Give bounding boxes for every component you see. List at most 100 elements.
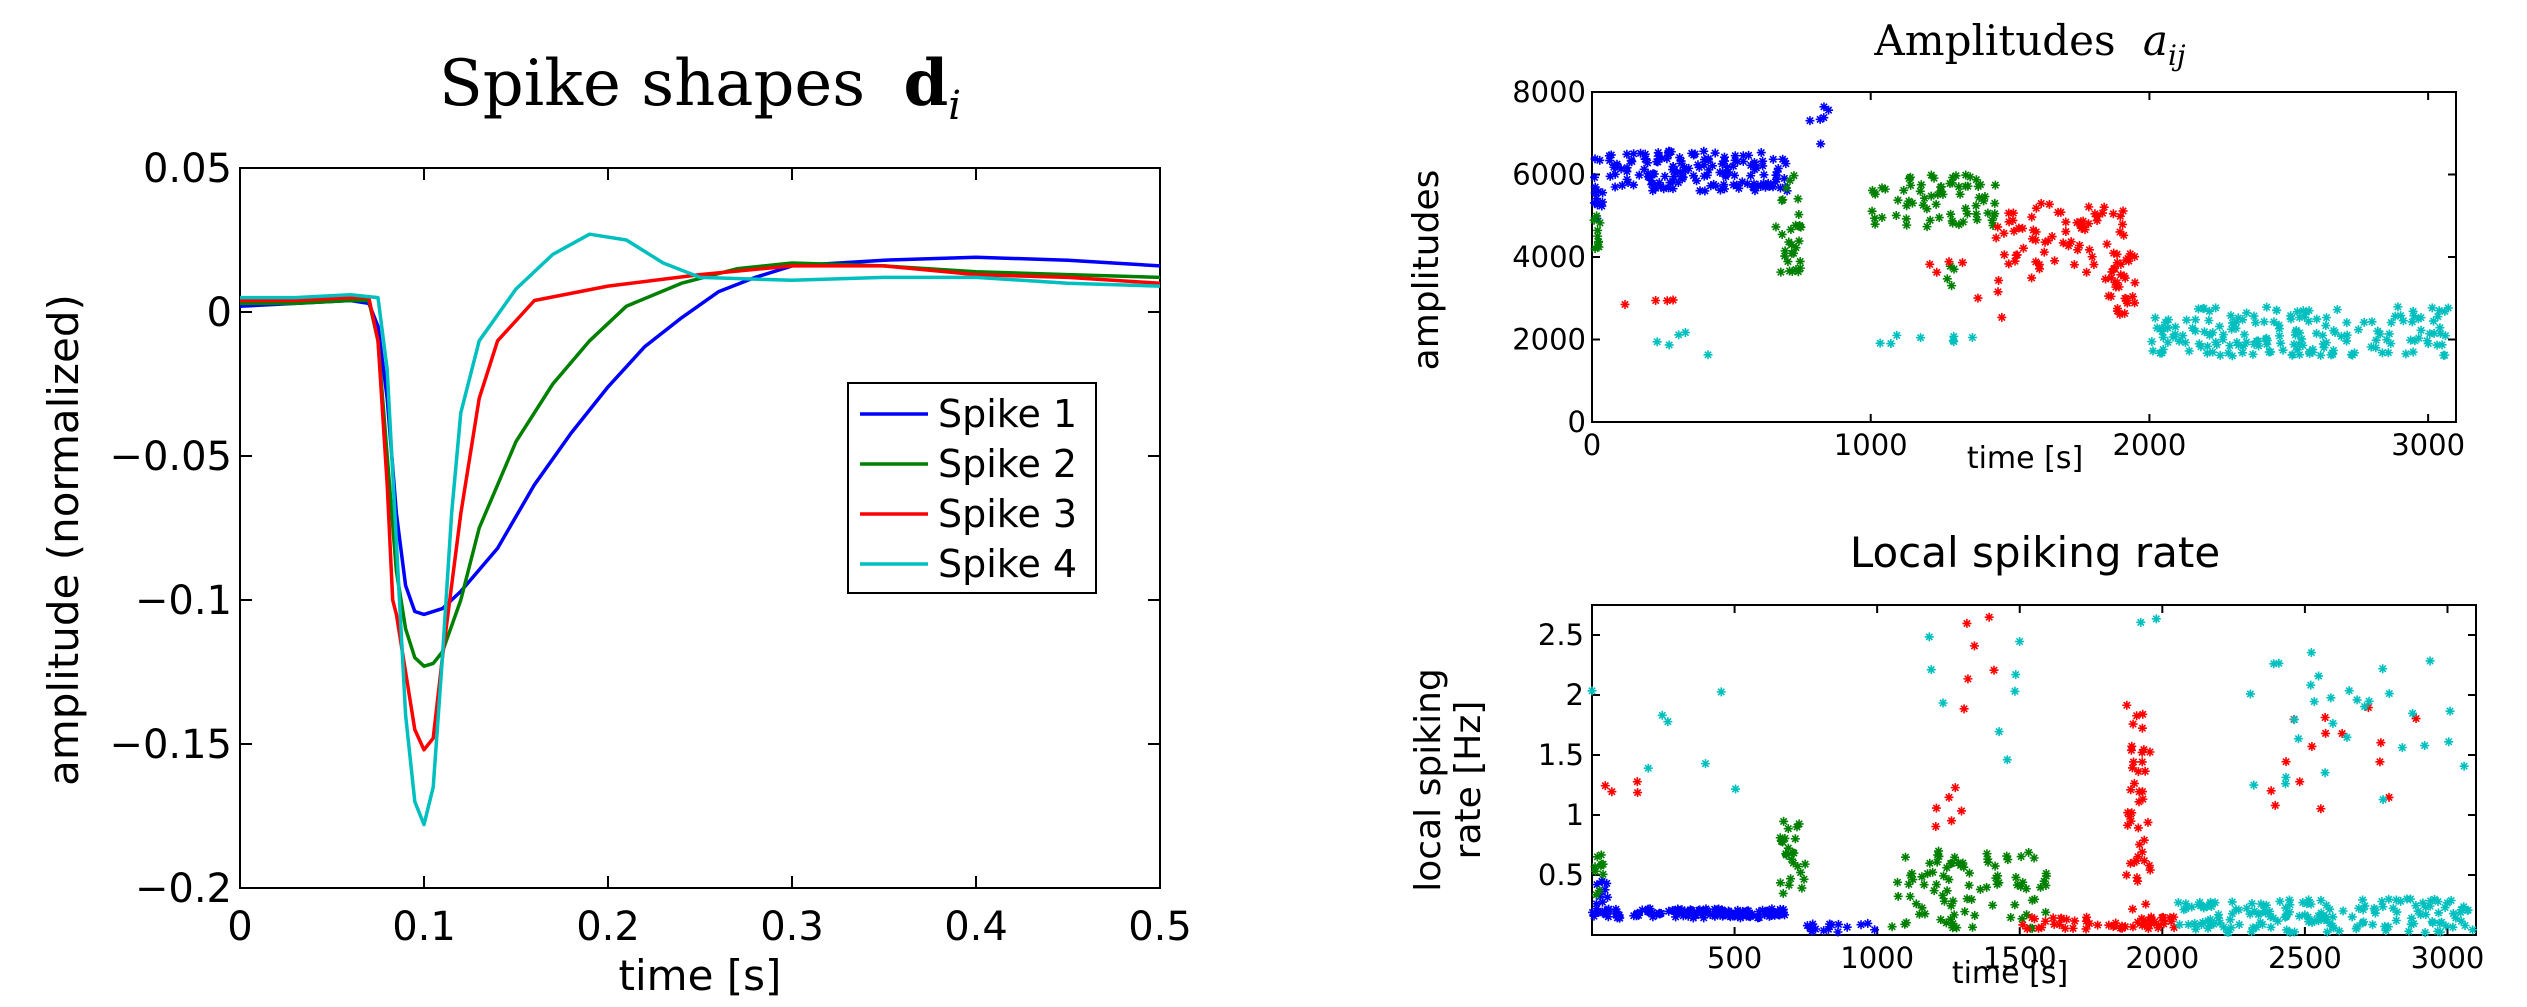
chart2-point <box>2218 335 2228 345</box>
chart2-point <box>2170 322 2180 332</box>
chart3-y-tick-label: 1.5 <box>1538 738 1584 772</box>
chart3-point <box>2284 895 2294 905</box>
chart2-point <box>2342 330 2352 340</box>
chart2-point <box>1592 211 1602 221</box>
chart3-point <box>1603 905 1613 915</box>
chart2-point <box>2163 323 2173 333</box>
chart3-point <box>2190 918 2200 928</box>
chart3-point <box>2138 709 2148 719</box>
chart1-y-tick-label: −0.1 <box>135 578 232 624</box>
chart1-y-tick-label: −0.2 <box>135 866 232 912</box>
chart3-point <box>2136 617 2146 627</box>
chart3-point <box>2137 757 2147 767</box>
chart3-point <box>2306 680 2316 690</box>
chart3-title: Local spiking rate <box>1850 528 2220 577</box>
chart2-plot-area: 0 1000 2000 3000 0 2000 4000 6000 8000 <box>1512 75 2465 462</box>
chart2-point <box>1880 184 1890 194</box>
chart3-point <box>2209 919 2219 929</box>
chart3-point <box>2408 708 2418 718</box>
chart3-point <box>1715 910 1725 920</box>
chart2-point <box>1773 163 1783 173</box>
chart3-point <box>1633 788 1643 798</box>
chart3-point <box>2146 919 2156 929</box>
chart3-point <box>1993 871 2003 881</box>
chart3-point <box>2117 921 2127 931</box>
chart2-point <box>2225 341 2235 351</box>
chart2-point <box>2208 347 2218 357</box>
chart3-point <box>2442 898 2452 908</box>
chart2-point <box>1610 160 1620 170</box>
chart3-point <box>2375 757 2385 767</box>
chart3-point <box>1760 910 1770 920</box>
chart3-point <box>1870 925 1880 935</box>
chart2-point <box>1916 333 1926 343</box>
chart3-point <box>2139 745 2149 755</box>
chart1-legend: Spike 1 Spike 2 Spike 3 Spike 4 <box>847 382 1097 594</box>
chart3-point <box>2247 899 2257 909</box>
chart3-point <box>2173 898 2183 908</box>
chart3-point <box>2081 924 2091 934</box>
chart2-point <box>1870 213 1880 223</box>
chart2-point <box>2104 291 2114 301</box>
chart3-point <box>2259 906 2269 916</box>
chart3-point <box>1900 919 1910 929</box>
chart2-point <box>1918 200 1928 210</box>
chart3-point <box>2017 914 2027 924</box>
chart2-point <box>1592 194 1602 204</box>
chart2-point <box>2073 245 2083 255</box>
chart3-point <box>1587 686 1597 696</box>
chart2-title: Amplitudes aij <box>1873 16 2186 72</box>
chart2-point <box>1954 220 1964 230</box>
chart3-point <box>1716 687 1726 697</box>
chart3-point <box>2049 919 2059 929</box>
chart2-point <box>2295 350 2305 360</box>
chart2-point <box>2227 324 2237 334</box>
chart2-point <box>1687 148 1697 158</box>
chart3-point <box>2306 648 2316 658</box>
chart3-point <box>1904 879 1914 889</box>
chart2-point <box>1973 181 1983 191</box>
chart3-point <box>2143 924 2153 934</box>
chart2-point <box>1936 182 1946 192</box>
chart2-point <box>1671 168 1681 178</box>
chart2-point <box>1945 261 1955 271</box>
chart3-point <box>2204 921 2214 931</box>
chart2-point <box>2234 340 2244 350</box>
chart3-point <box>2012 880 2022 890</box>
chart2-point <box>2012 250 2022 260</box>
chart2-point <box>2158 344 2168 354</box>
chart3-point <box>1929 886 1939 896</box>
chart2-point <box>1922 222 1932 232</box>
chart3-point <box>2055 920 2065 930</box>
chart2-point <box>1961 203 1971 213</box>
chart3-point <box>2242 903 2252 913</box>
chart3-point <box>1823 924 1833 934</box>
chart2-point <box>2125 249 2135 259</box>
chart2-point <box>1753 180 1763 190</box>
chart2-point <box>2050 256 2060 266</box>
chart3-point <box>1793 861 1803 871</box>
chart2-point <box>1710 148 1720 158</box>
chart2-point <box>1758 156 1768 166</box>
series-line-spike-4 <box>240 232 1161 827</box>
chart2-point <box>2226 311 2236 321</box>
chart3-point <box>1779 816 1789 826</box>
chart3-point <box>2145 747 2155 757</box>
chart2-point <box>2204 316 2214 326</box>
chart2-point <box>1706 181 1716 191</box>
chart3-point <box>2060 923 2070 933</box>
chart3-point <box>2376 738 2386 748</box>
chart3-point <box>2352 695 2362 705</box>
chart2-point <box>2301 307 2311 317</box>
chart2-point <box>1669 172 1679 182</box>
chart3-point <box>1833 927 1843 937</box>
chart3-point <box>2316 895 2326 905</box>
chart3-point <box>2196 901 2206 911</box>
chart2-point <box>1776 267 1786 277</box>
chart3-point <box>2018 920 2028 930</box>
chart3-point <box>1819 926 1829 936</box>
chart2-point <box>2409 311 2419 321</box>
chart3-point <box>1931 803 1941 813</box>
chart2-x-tick-label: 1000 <box>1834 428 1908 462</box>
chart2-point <box>2108 209 2118 219</box>
